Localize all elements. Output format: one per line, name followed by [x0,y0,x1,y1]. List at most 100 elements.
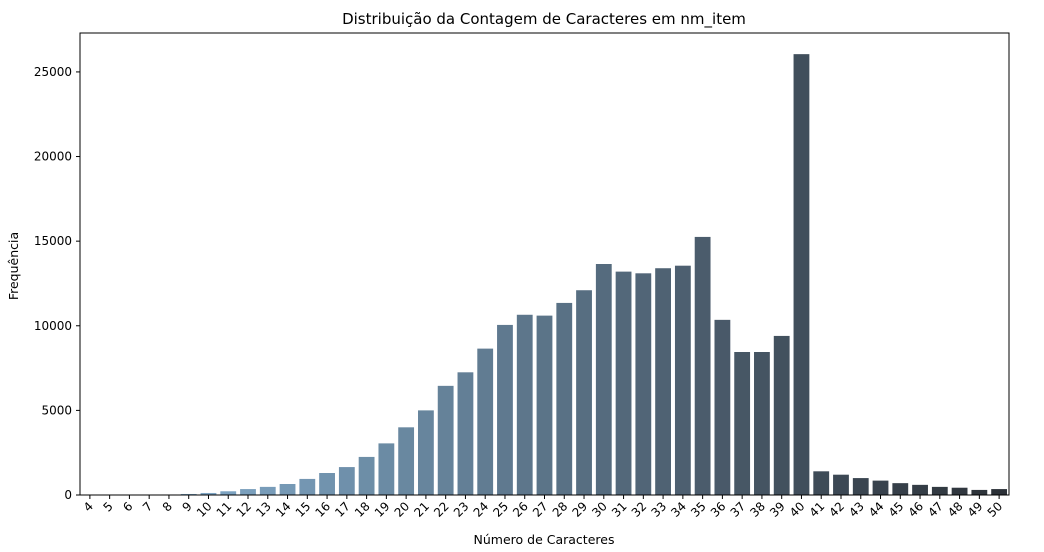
bar-10 [200,492,217,495]
x-tick-label-9: 9 [180,499,195,514]
x-tick-label-44: 44 [866,499,887,520]
plot-frame [79,32,1010,496]
bar-33 [655,268,671,495]
x-tick-label-31: 31 [609,499,630,520]
bar-35 [694,236,711,496]
x-axis-title: Número de Caracteres [474,532,615,547]
x-tick-label-18: 18 [352,499,373,520]
y-tick-label-20000: 20000 [34,150,72,164]
bar-49 [971,489,988,495]
bar-45 [892,483,909,495]
bar-18 [358,456,375,495]
bar-42 [833,474,849,495]
bar-22 [437,385,454,495]
x-tick-label-39: 39 [767,499,788,520]
bar-47 [931,486,948,495]
y-tick-label-15000: 15000 [34,234,72,248]
bar-19 [378,443,395,495]
bar-26 [516,314,533,495]
x-tick-label-49: 49 [965,499,986,520]
x-tick-label-20: 20 [392,499,413,520]
x-tick-label-27: 27 [530,499,551,520]
x-tick-label-43: 43 [846,499,867,520]
x-tick-label-46: 46 [905,499,926,520]
bar-29 [576,290,592,495]
x-tick-label-42: 42 [826,499,847,520]
bar-17 [338,467,355,495]
y-axis: 0 5000 10000 15000 20000 25000 [34,65,80,502]
x-tick-label-48: 48 [945,499,966,520]
x-axis: 4 5 6 7 8 9 10 11 12 13 14 15 16 17 18 19 20 21 22 23 24 25 26… [81,495,1006,520]
bar-24 [477,348,494,495]
bar-37 [734,352,751,495]
x-tick-label-19: 19 [372,499,393,520]
bars-group [81,54,1008,496]
x-tick-label-26: 26 [510,499,531,520]
x-tick-label-25: 25 [490,499,511,520]
x-tick-label-41: 41 [807,499,828,520]
x-tick-label-21: 21 [411,499,432,520]
bar-27 [536,315,553,495]
x-tick-label-15: 15 [293,499,314,520]
x-tick-label-38: 38 [747,499,768,520]
x-tick-label-34: 34 [668,499,689,520]
x-tick-label-24: 24 [471,499,492,520]
x-tick-label-29: 29 [569,499,590,520]
chart-title: Distribuição da Contagem de Caracteres e… [342,10,746,29]
x-tick-label-28: 28 [550,499,571,520]
x-tick-label-11: 11 [214,499,235,520]
x-tick-label-40: 40 [787,499,808,520]
bar-15 [299,478,316,495]
x-tick-label-45: 45 [886,499,907,520]
x-tick-label-6: 6 [120,499,135,514]
x-tick-label-14: 14 [273,499,294,520]
bar-43 [852,478,869,495]
x-tick-label-5: 5 [100,499,115,514]
y-tick-label-25000: 25000 [34,65,72,79]
bar-44 [872,480,889,495]
bar-21 [418,410,434,495]
x-tick-label-10: 10 [194,499,215,520]
y-axis-title: Frequência [6,232,21,300]
x-tick-label-37: 37 [728,499,749,520]
x-tick-label-12: 12 [233,499,254,520]
bar-28 [556,302,573,495]
x-tick-label-36: 36 [708,499,729,520]
bar-39 [773,335,790,495]
bar-23 [457,372,474,495]
bar-40 [793,54,810,496]
x-tick-label-7: 7 [140,499,155,514]
x-tick-label-32: 32 [629,499,650,520]
bar-34 [674,265,691,495]
x-tick-label-23: 23 [451,499,472,520]
bar-16 [319,473,335,495]
x-tick-label-35: 35 [688,499,709,520]
x-tick-label-50: 50 [985,499,1006,520]
x-tick-label-30: 30 [589,499,610,520]
y-tick-label-10000: 10000 [34,319,72,333]
y-tick-label-0: 0 [64,488,72,502]
bar-13 [259,486,276,495]
bar-20 [398,427,415,495]
x-tick-label-16: 16 [312,499,333,520]
bar-36 [714,319,731,495]
x-tick-label-17: 17 [332,499,353,520]
bar-9 [180,493,197,495]
bar-41 [813,471,830,495]
x-tick-label-13: 13 [253,499,274,520]
bar-11 [220,491,237,495]
bar-48 [951,487,968,495]
bar-30 [595,264,612,495]
y-tick-label-5000: 5000 [41,403,72,417]
x-tick-label-33: 33 [649,499,670,520]
x-tick-label-47: 47 [925,499,946,520]
x-tick-label-4: 4 [81,499,96,514]
bar-46 [912,484,928,495]
bar-50 [991,489,1008,495]
x-tick-label-8: 8 [160,499,175,514]
bar-31 [615,271,632,495]
bar-25 [497,324,513,495]
bar-38 [754,352,770,495]
bar-32 [635,273,652,495]
